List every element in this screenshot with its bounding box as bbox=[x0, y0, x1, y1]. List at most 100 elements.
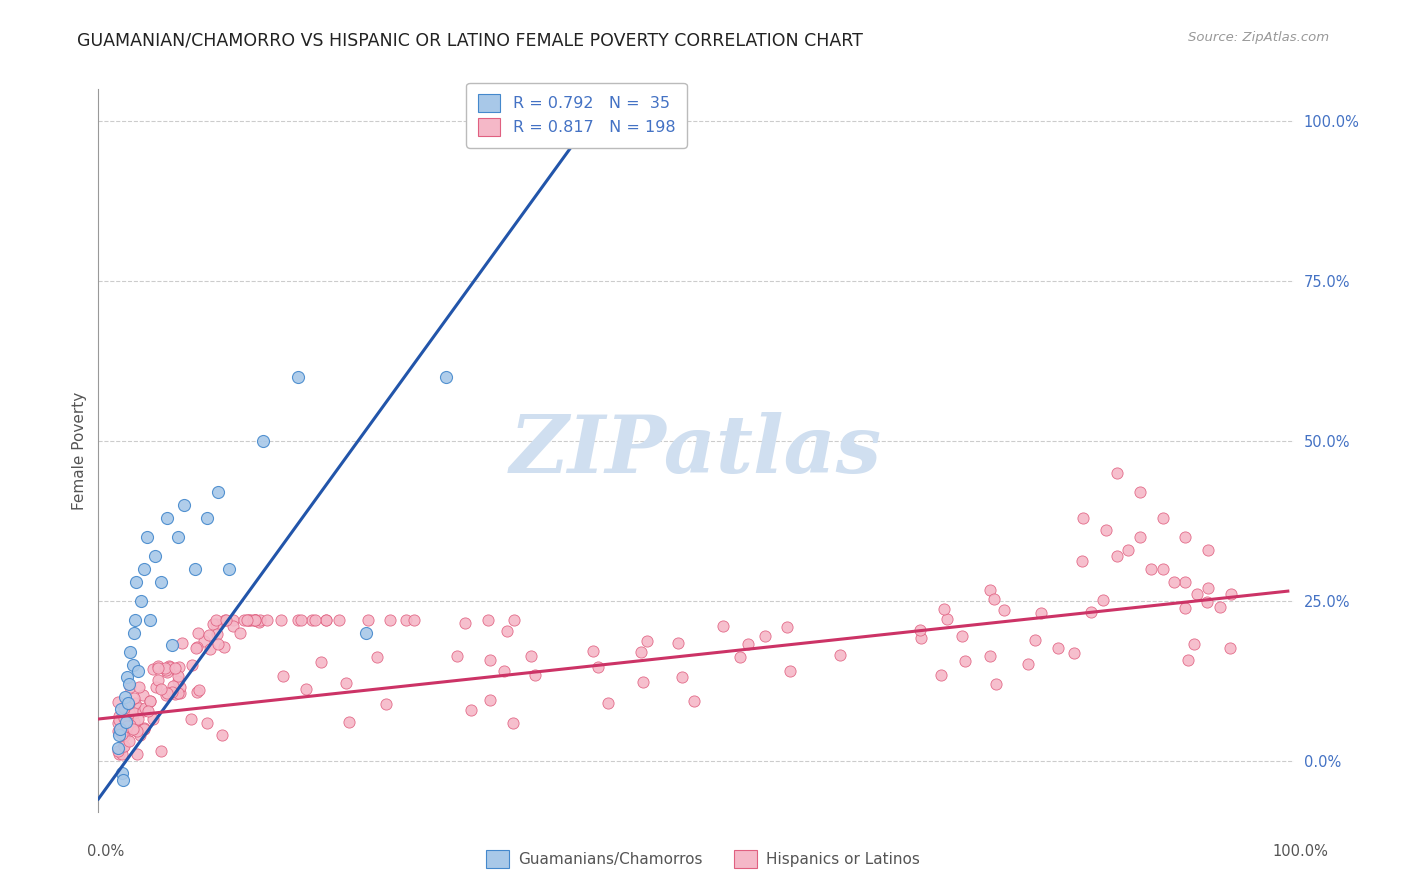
Point bbox=[1017, 657, 1039, 672]
Point bbox=[129, 728, 152, 742]
Point bbox=[139, 693, 162, 707]
Point bbox=[754, 629, 776, 643]
Point bbox=[1174, 600, 1197, 615]
Point bbox=[170, 635, 193, 649]
Point bbox=[221, 619, 243, 633]
Point bbox=[1140, 562, 1163, 576]
Point bbox=[127, 712, 149, 726]
Point bbox=[479, 652, 502, 666]
Point bbox=[118, 734, 141, 748]
Point bbox=[108, 722, 131, 736]
Point bbox=[167, 668, 190, 682]
Point bbox=[247, 615, 270, 629]
Point bbox=[214, 613, 236, 627]
Point bbox=[207, 485, 229, 500]
Point bbox=[502, 715, 524, 730]
Point bbox=[145, 680, 167, 694]
Point bbox=[737, 637, 759, 651]
Point bbox=[180, 712, 202, 726]
Point bbox=[129, 593, 152, 607]
Point bbox=[910, 631, 932, 645]
Point bbox=[195, 716, 218, 731]
Point bbox=[111, 766, 134, 780]
Point bbox=[1152, 510, 1174, 524]
Point bbox=[146, 659, 169, 673]
Point bbox=[218, 562, 240, 576]
Point bbox=[114, 690, 136, 704]
Point bbox=[1047, 641, 1070, 656]
Point bbox=[117, 697, 139, 711]
Point bbox=[155, 688, 177, 702]
Point bbox=[434, 370, 457, 384]
Point bbox=[1174, 530, 1197, 544]
Point bbox=[936, 612, 959, 626]
Point bbox=[107, 695, 129, 709]
Point bbox=[582, 644, 605, 658]
Point bbox=[828, 648, 851, 662]
Point bbox=[167, 660, 190, 674]
Point bbox=[114, 715, 136, 730]
Point bbox=[1177, 653, 1199, 667]
Point bbox=[112, 700, 135, 714]
Point bbox=[211, 728, 233, 742]
Point bbox=[953, 654, 976, 668]
Point bbox=[169, 686, 191, 700]
Point bbox=[1063, 646, 1085, 660]
Point bbox=[1182, 637, 1205, 651]
Point bbox=[380, 613, 402, 627]
Point bbox=[236, 613, 259, 627]
Point bbox=[160, 685, 183, 699]
Point bbox=[117, 696, 139, 710]
Point bbox=[186, 640, 208, 655]
Point bbox=[122, 714, 145, 729]
Point bbox=[118, 723, 141, 738]
Point bbox=[304, 613, 326, 627]
Point bbox=[186, 685, 208, 699]
Point bbox=[125, 724, 148, 739]
Point bbox=[1094, 524, 1116, 538]
Point bbox=[1219, 587, 1241, 601]
Point bbox=[287, 613, 309, 627]
Point bbox=[301, 613, 323, 627]
Point bbox=[366, 650, 388, 665]
Point bbox=[159, 659, 181, 673]
Text: 0.0%: 0.0% bbox=[87, 845, 124, 859]
Point bbox=[328, 613, 350, 627]
Point bbox=[118, 718, 141, 732]
Point bbox=[149, 681, 172, 696]
Point bbox=[167, 686, 190, 700]
Point bbox=[142, 712, 165, 726]
Point bbox=[108, 708, 131, 723]
Point bbox=[287, 370, 309, 384]
Point bbox=[112, 739, 135, 754]
Point bbox=[908, 623, 931, 637]
Point bbox=[128, 681, 150, 695]
Point bbox=[315, 613, 337, 627]
Point bbox=[243, 613, 266, 627]
Point bbox=[124, 613, 146, 627]
Point bbox=[156, 665, 179, 679]
Point bbox=[107, 723, 129, 738]
Point bbox=[596, 697, 619, 711]
Point bbox=[233, 613, 256, 627]
Point bbox=[165, 661, 187, 675]
Point bbox=[128, 700, 150, 714]
Point bbox=[1129, 485, 1152, 500]
Point bbox=[112, 723, 135, 737]
Point bbox=[118, 677, 141, 691]
Point bbox=[121, 657, 143, 672]
Point bbox=[357, 613, 380, 627]
Point bbox=[115, 670, 138, 684]
Point bbox=[295, 681, 318, 696]
Point bbox=[229, 626, 252, 640]
Point bbox=[1071, 510, 1094, 524]
Point bbox=[238, 613, 260, 627]
Point bbox=[212, 640, 235, 654]
Point bbox=[107, 743, 129, 757]
Point bbox=[108, 747, 131, 761]
Point bbox=[1208, 600, 1230, 615]
Point bbox=[127, 664, 149, 678]
Point bbox=[125, 747, 148, 761]
Point bbox=[256, 613, 278, 627]
Point bbox=[180, 658, 202, 673]
